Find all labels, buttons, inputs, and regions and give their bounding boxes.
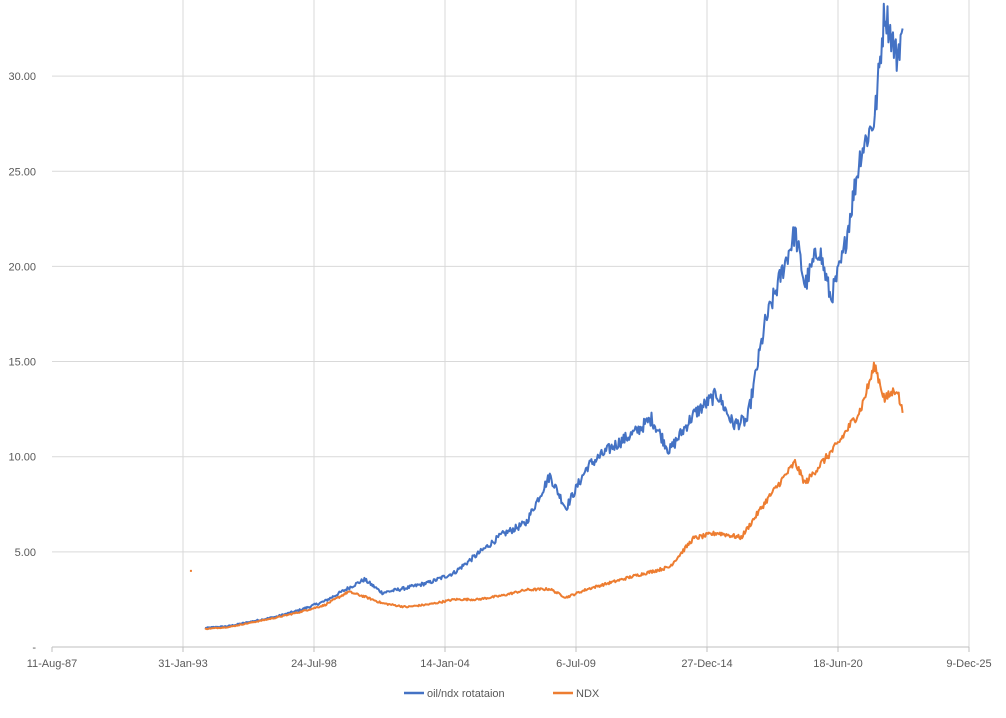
- x-tick-label: 14-Jan-04: [420, 658, 470, 670]
- series-lines: [189, 2, 904, 631]
- series-line-oil-ndx-rotation: [204, 2, 904, 630]
- axes: - 5.00 10.00 15.00 20.00 25.00 30.00 11-Aug-87 3…: [8, 71, 991, 670]
- y-tick-label: 20.00: [8, 261, 36, 273]
- x-tick-label: 24-Jul-98: [291, 658, 337, 670]
- y-tick-label: 10.00: [8, 452, 36, 464]
- y-tick-label: 30.00: [8, 71, 36, 83]
- x-tick-label: 27-Dec-14: [681, 658, 732, 670]
- ndx-outlier-point: [189, 569, 192, 572]
- x-tick-label: 9-Dec-25: [946, 658, 991, 670]
- x-tick-label: 6-Jul-09: [556, 658, 596, 670]
- legend-label-ndx: NDX: [576, 688, 600, 700]
- y-tick-label: 5.00: [15, 547, 36, 559]
- series-line-ndx: [204, 361, 904, 631]
- x-tick-label: 11-Aug-87: [27, 658, 78, 670]
- x-tick-label: 18-Jun-20: [813, 658, 863, 670]
- y-tick-label: 25.00: [8, 166, 36, 178]
- grid: [52, 0, 970, 647]
- legend: oil/ndx rotataion NDX: [404, 688, 600, 700]
- y-tick-label: -: [32, 642, 36, 654]
- x-tick-label: 31-Jan-93: [158, 658, 208, 670]
- y-tick-label: 15.00: [8, 357, 36, 369]
- legend-label-oil-ndx: oil/ndx rotataion: [427, 688, 505, 700]
